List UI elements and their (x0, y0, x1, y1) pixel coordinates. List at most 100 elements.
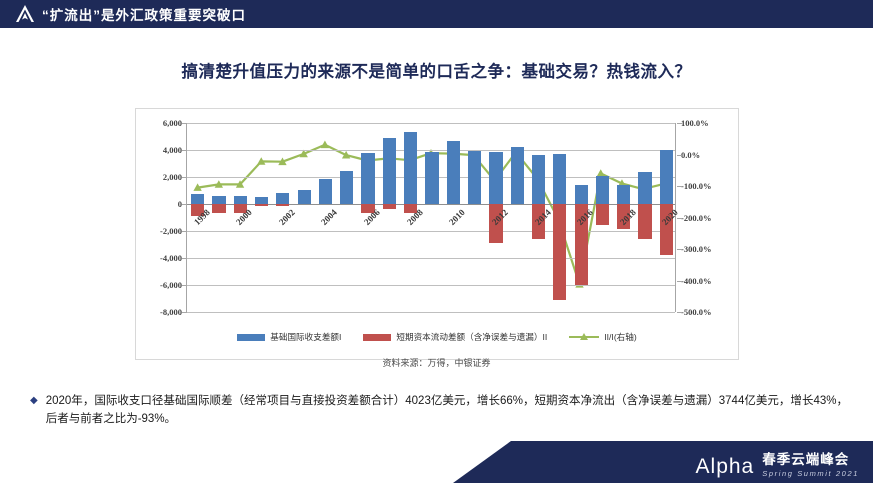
footer-brand: Alpha 春季云端峰会 Spring Summit 2021 (696, 452, 859, 479)
y2-axis-tickmark (677, 186, 682, 187)
header-bar: “扩流出”是外汇政策重要突破口 (0, 0, 873, 28)
y-axis-tick-label: -4,000 (160, 253, 182, 263)
bar-basic-balance (489, 151, 503, 204)
bar-basic-balance (276, 192, 290, 204)
y2-axis-tick-label: -300.0% (681, 244, 712, 254)
chart-container: 6,000 4,000 2,000 0 -2,000 -4,000 -6,000 -8,000… (135, 108, 739, 360)
y2-axis-tick-label: -100.0% (681, 181, 712, 191)
y2-axis-tick-label: 100.0% (681, 118, 709, 128)
y-axis-tick-label: 4,000 (162, 145, 182, 155)
bar-shortterm-flow (276, 204, 290, 206)
chart-source-note: 资料来源：万得，中银证券 (382, 358, 491, 368)
page-title: 搞清楚升值压力的来源不是简单的口舌之争：基础交易？热钱流入？ (181, 63, 692, 81)
bar-basic-balance (553, 154, 567, 204)
chart-plot-area: 6,000 4,000 2,000 0 -2,000 -4,000 -6,000 -8,000… (160, 118, 711, 317)
y-axis-tick-label: 6,000 (162, 118, 182, 128)
chart-gridline (187, 285, 675, 286)
bullet-marker-icon: ◆ (30, 395, 38, 406)
y-axis-tick-label: -8,000 (160, 307, 182, 317)
y2-axis-tickmark (677, 217, 682, 219)
y-axis-tickmark (182, 204, 187, 205)
chart-gridline (187, 258, 675, 259)
bar-shortterm-flow (595, 204, 610, 225)
y2-axis-tick-label: -400.0% (681, 275, 712, 286)
bar-shortterm-flow (233, 204, 247, 214)
bar-basic-balance (254, 196, 269, 204)
bar-shortterm-flow (531, 204, 546, 239)
chart-gridline (187, 312, 675, 313)
y-axis-tickmark (182, 150, 187, 151)
chart-legend: 基础国际收支差额I 短期资本流动差额（含净误差与遗漏）II II/I(右轴) (136, 331, 738, 343)
bar-basic-balance (510, 146, 524, 204)
bar-basic-balance (340, 170, 354, 204)
bar-basic-balance (382, 138, 396, 204)
bar-basic-balance (212, 196, 226, 204)
y2-axis-tickmark (677, 280, 682, 282)
y-axis-tick-label: -6,000 (160, 280, 182, 290)
footer-banner: Alpha 春季云端峰会 Spring Summit 2021 (0, 441, 873, 483)
chart-gridline (187, 231, 675, 232)
chart-gridline (187, 123, 675, 124)
y-axis-tickmark (182, 123, 187, 124)
bar-basic-balance (617, 185, 631, 204)
bar-basic-balance (318, 178, 333, 204)
y2-axis-tickmark (677, 312, 682, 313)
legend-label-green: II/I(右轴) (604, 332, 637, 342)
bar-basic-balance (574, 184, 588, 204)
legend-label-red: 短期资本流动差额（含净误差与遗漏）II (396, 332, 548, 342)
bar-shortterm-flow (212, 204, 226, 213)
y-axis-tickmark (182, 312, 187, 313)
mountain-triangle-icon (14, 3, 36, 25)
y-axis-tickmark (182, 231, 187, 232)
bar-shortterm-flow (254, 204, 269, 206)
legend-item-basic-balance: 基础国际收支差额I (237, 331, 341, 343)
legend-swatch-red (363, 333, 392, 341)
bar-basic-balance (404, 132, 418, 204)
bar-shortterm-flow (404, 204, 418, 214)
chart-gridline (187, 150, 675, 151)
y-axis-tickmark (182, 177, 187, 178)
y2-axis-tickmark (677, 123, 682, 124)
y2-axis-tick-label: -500.0% (681, 307, 712, 317)
brand-alpha-text: Alpha (695, 455, 755, 478)
y-axis-tickmark (182, 285, 187, 286)
bar-basic-balance (531, 155, 546, 204)
bar-shortterm-flow (489, 204, 503, 244)
legend-swatch-blue (237, 333, 266, 341)
bar-shortterm-flow (361, 204, 375, 214)
bar-shortterm-flow (382, 204, 396, 209)
bar-shortterm-flow (191, 204, 205, 217)
y-axis-tick-label: -2,000 (160, 226, 182, 236)
bar-shortterm-flow (553, 204, 567, 300)
bar-basic-balance (361, 152, 375, 204)
brand-cn-text: 春季云端峰会 (762, 452, 850, 467)
legend-swatch-line (569, 332, 600, 342)
y2-axis-tickmark (677, 154, 682, 156)
bullet-point: ◆ 2020年，国际收支口径基础国际顺差（经常项目与直接投资差额合计）4023亿… (30, 392, 848, 428)
footer-shape (453, 441, 873, 483)
y2-axis-tickmark (677, 249, 682, 250)
bar-basic-balance (425, 151, 439, 204)
bar-basic-balance (595, 176, 610, 204)
bar-basic-balance (659, 149, 673, 204)
brand-en-text: Spring Summit 2021 (762, 469, 859, 478)
legend-item-ratio: II/I(右轴) (569, 331, 637, 343)
bar-basic-balance (638, 171, 652, 204)
legend-label-blue: 基础国际收支差额I (270, 332, 342, 342)
legend-item-shortterm-flow: 短期资本流动差额（含净误差与遗漏）II (363, 331, 547, 343)
bar-basic-balance (297, 189, 311, 204)
bar-basic-balance (468, 150, 482, 204)
bar-basic-balance (233, 195, 247, 204)
y-axis-tick-label: 2,000 (162, 172, 182, 182)
bar-shortterm-flow (617, 204, 631, 229)
bar-shortterm-flow (638, 204, 652, 240)
y2-axis-tick-label: -200.0% (681, 212, 712, 223)
y-axis-tick-label: 0 (177, 199, 182, 209)
header-title: “扩流出”是外汇政策重要突破口 (42, 8, 246, 23)
brand-cn-block: 春季云端峰会 Spring Summit 2021 (762, 452, 859, 479)
bar-shortterm-flow (659, 204, 673, 255)
bar-shortterm-flow (574, 204, 588, 285)
chart-gridline (187, 204, 675, 205)
y2-axis-tick-label: 0.0% (681, 149, 701, 160)
y-axis-tickmark (182, 258, 187, 259)
